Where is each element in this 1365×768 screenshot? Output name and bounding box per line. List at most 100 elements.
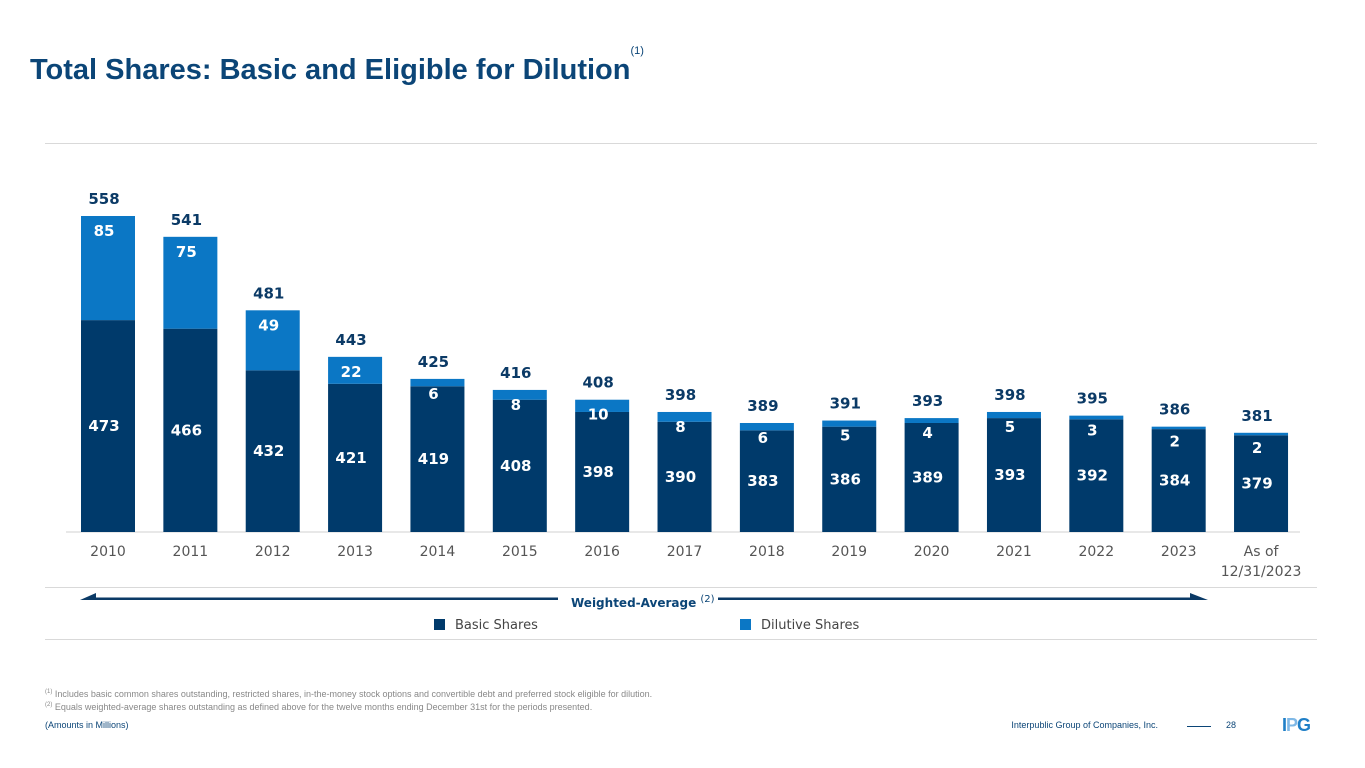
label-total: 408 <box>583 374 614 392</box>
label-dilutive: 6 <box>428 385 438 403</box>
x-tick-label: 2019 <box>831 544 867 560</box>
bar-dilutive <box>1151 426 1206 430</box>
stacked-bar-chart: 4738555820104667554120114324948120124212… <box>66 190 1302 600</box>
weighted-average-text: Weighted-Average <box>571 596 697 610</box>
bar-dilutive <box>904 418 959 423</box>
arrow-right-head <box>1190 593 1208 600</box>
x-tick-label: 2020 <box>914 544 950 560</box>
label-dilutive: 5 <box>840 427 850 445</box>
page-number: 28 <box>1226 720 1237 730</box>
label-dilutive: 4 <box>922 424 932 442</box>
x-tick-label: As of <box>1244 544 1280 560</box>
label-total: 425 <box>418 353 449 371</box>
bar-dilutive <box>328 356 383 384</box>
bar-basic <box>739 430 794 532</box>
divider <box>45 639 1317 640</box>
bar-basic <box>822 426 877 532</box>
legend-dilutive: Dilutive Shares <box>740 618 859 633</box>
label-dilutive: 8 <box>511 396 521 414</box>
label-total: 393 <box>912 392 943 410</box>
label-total: 541 <box>171 211 202 229</box>
label-dilutive: 6 <box>758 429 768 447</box>
x-tick-label: 2010 <box>90 544 126 560</box>
label-basic: 379 <box>1241 475 1272 493</box>
x-tick-label: 2012 <box>255 544 291 560</box>
label-total: 398 <box>994 386 1025 404</box>
label-total: 389 <box>747 397 778 415</box>
footnote-text: Includes basic common shares outstanding… <box>54 689 653 699</box>
ipg-logo: IPG <box>1282 715 1311 735</box>
title-text: Total Shares: Basic and Eligible for Dil… <box>30 54 631 86</box>
x-tick-label: 2014 <box>420 544 456 560</box>
label-dilutive: 10 <box>588 406 609 424</box>
bar-basic <box>245 370 300 532</box>
label-basic: 466 <box>171 421 202 439</box>
label-dilutive: 85 <box>94 222 115 240</box>
label-total: 416 <box>500 364 531 382</box>
x-tick-label: 2013 <box>337 544 373 560</box>
label-basic: 389 <box>912 468 943 486</box>
label-total: 398 <box>665 386 696 404</box>
bar-dilutive <box>739 422 794 431</box>
bar-basic <box>904 422 959 532</box>
label-total: 381 <box>1241 407 1272 425</box>
label-dilutive: 22 <box>341 363 362 381</box>
label-basic: 408 <box>500 457 531 475</box>
label-total: 386 <box>1159 401 1190 419</box>
footnote-1: (1) Includes basic common shares outstan… <box>45 689 652 699</box>
weighted-average-label: Weighted-Average (2) <box>571 594 715 610</box>
bar-dilutive <box>410 378 465 387</box>
bar-dilutive <box>1234 432 1289 436</box>
bar-basic <box>986 418 1041 532</box>
divider <box>45 143 1317 144</box>
footnote-mark: (1) <box>45 689 53 695</box>
bar-basic <box>410 386 465 532</box>
bar-basic <box>492 399 547 532</box>
label-dilutive: 5 <box>1005 418 1015 436</box>
footnote-2: (2) Equals weighted-average shares outst… <box>45 702 592 712</box>
footer-dash <box>1187 726 1211 727</box>
bar-basic <box>1234 435 1289 532</box>
x-tick-label: 2018 <box>749 544 785 560</box>
label-dilutive: 2 <box>1169 433 1179 451</box>
title-footnote: (1) <box>630 45 644 58</box>
legend-label: Dilutive Shares <box>761 618 860 633</box>
bar-dilutive <box>575 399 630 412</box>
bar-dilutive <box>1069 415 1124 420</box>
label-basic: 392 <box>1077 467 1108 485</box>
bar-basic <box>1069 419 1124 532</box>
label-basic: 398 <box>583 463 614 481</box>
label-dilutive: 8 <box>675 418 685 436</box>
x-tick-label: 12/31/2023 <box>1221 564 1302 580</box>
label-basic: 393 <box>994 466 1025 484</box>
bar-dilutive <box>657 411 712 422</box>
footnote-mark: (2) <box>45 702 53 708</box>
label-basic: 419 <box>418 450 449 468</box>
bar-basic <box>163 328 218 532</box>
bar-dilutive <box>81 216 135 321</box>
x-tick-label: 2015 <box>502 544 538 560</box>
bar-basic <box>575 411 630 532</box>
bar-basic <box>81 320 135 532</box>
bar-dilutive <box>492 389 547 400</box>
bar-basic <box>328 383 383 532</box>
label-basic: 473 <box>88 417 119 435</box>
x-tick-label: 2017 <box>667 544 703 560</box>
arrow-left-head <box>80 593 96 600</box>
label-basic: 383 <box>747 472 778 490</box>
page-title: Total Shares: Basic and Eligible for Dil… <box>30 45 644 87</box>
legend-label: Basic Shares <box>455 618 538 633</box>
bar-dilutive <box>986 411 1041 419</box>
bar-basic <box>1151 429 1206 532</box>
label-total: 391 <box>830 395 861 413</box>
label-dilutive: 2 <box>1252 439 1262 457</box>
label-basic: 386 <box>830 470 861 488</box>
label-total: 481 <box>253 284 284 302</box>
legend-swatch <box>434 619 445 630</box>
label-total: 395 <box>1077 390 1108 408</box>
bar-basic <box>657 421 712 532</box>
label-dilutive: 75 <box>176 243 197 261</box>
label-total: 558 <box>88 190 119 208</box>
x-tick-label: 2016 <box>584 544 620 560</box>
label-basic: 432 <box>253 442 284 460</box>
